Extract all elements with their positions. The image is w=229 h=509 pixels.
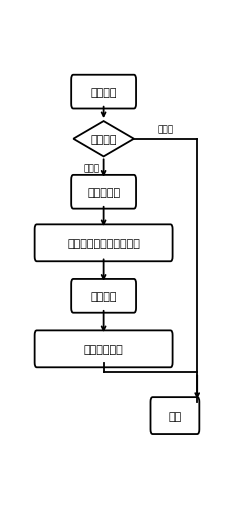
Text: 阈值判断: 阈值判断: [90, 134, 116, 145]
FancyBboxPatch shape: [71, 176, 136, 209]
Text: 图像分割: 图像分割: [90, 291, 116, 301]
Text: 得到两个焊点的中心坐标: 得到两个焊点的中心坐标: [67, 238, 139, 248]
Text: 图像预处理: 图像预处理: [87, 187, 120, 197]
Text: 结束: 结束: [168, 411, 181, 421]
Text: 图像采集: 图像采集: [90, 88, 116, 97]
FancyBboxPatch shape: [35, 331, 172, 367]
Text: 无产品: 无产品: [157, 125, 173, 133]
Text: 有产品: 有产品: [83, 164, 99, 173]
FancyBboxPatch shape: [71, 279, 136, 313]
FancyBboxPatch shape: [150, 398, 199, 434]
Polygon shape: [73, 122, 133, 157]
FancyBboxPatch shape: [71, 75, 136, 109]
Text: 得到焊线坐标: 得到焊线坐标: [83, 344, 123, 354]
FancyBboxPatch shape: [35, 225, 172, 262]
